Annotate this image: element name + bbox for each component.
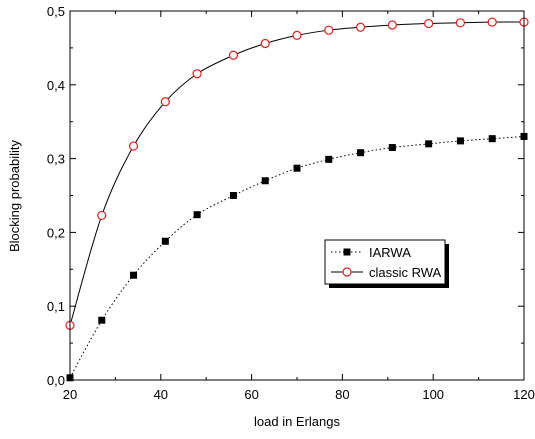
data-point xyxy=(387,20,397,30)
data-point xyxy=(260,38,270,49)
y-tick-label: 0,0 xyxy=(47,373,65,388)
legend-label: classic RWA xyxy=(369,265,442,280)
plot-area xyxy=(65,17,529,382)
plot-frame xyxy=(69,10,525,381)
y-tick-label: 0,2 xyxy=(47,225,65,240)
x-axis-label: load in Erlangs xyxy=(254,414,340,429)
series-0 xyxy=(66,132,528,382)
x-tick-label: 40 xyxy=(154,387,168,402)
data-point xyxy=(97,210,107,221)
data-point xyxy=(355,22,366,32)
data-point xyxy=(229,192,237,199)
series-1 xyxy=(65,17,529,330)
legend-marker xyxy=(343,248,351,256)
legend-box xyxy=(324,239,446,285)
data-point xyxy=(192,69,202,79)
y-tick-label: 0,4 xyxy=(47,78,65,93)
data-point xyxy=(293,164,301,172)
data-point xyxy=(456,137,464,145)
data-point xyxy=(424,18,434,29)
legend: IARWA classic RWA xyxy=(324,239,449,288)
data-point xyxy=(357,149,365,157)
data-point xyxy=(488,135,496,143)
data-point xyxy=(325,155,333,163)
series-line xyxy=(69,21,525,326)
data-point xyxy=(388,144,396,152)
x-tick-label: 120 xyxy=(513,387,535,402)
data-point xyxy=(130,271,138,279)
y-axis-label: Blocking probability xyxy=(7,140,22,253)
data-point xyxy=(455,18,466,28)
data-point xyxy=(193,211,201,219)
x-tick-label: 60 xyxy=(244,387,258,402)
data-point xyxy=(425,140,433,148)
data-point xyxy=(487,17,497,27)
data-point xyxy=(128,141,139,151)
axes: 20 40 60 80 100 120 0,0 0,1 0,2 0,3 0,4 0,5 xyxy=(47,4,535,402)
data-point xyxy=(261,177,269,185)
data-point xyxy=(160,97,170,107)
data-point xyxy=(324,25,334,35)
y-tick-label: 0,1 xyxy=(47,299,65,314)
data-point xyxy=(161,237,169,245)
legend-marker xyxy=(342,267,352,277)
data-point xyxy=(98,316,106,324)
x-tick-label: 80 xyxy=(335,387,349,402)
series-line xyxy=(69,135,525,379)
y-tick-label: 0,5 xyxy=(47,4,65,19)
y-tick-label: 0,3 xyxy=(47,152,65,167)
data-point xyxy=(292,30,302,40)
x-tick-label: 100 xyxy=(422,387,444,402)
data-point xyxy=(228,50,239,60)
x-tick-label: 20 xyxy=(63,387,77,402)
legend-label: IARWA xyxy=(369,245,411,260)
